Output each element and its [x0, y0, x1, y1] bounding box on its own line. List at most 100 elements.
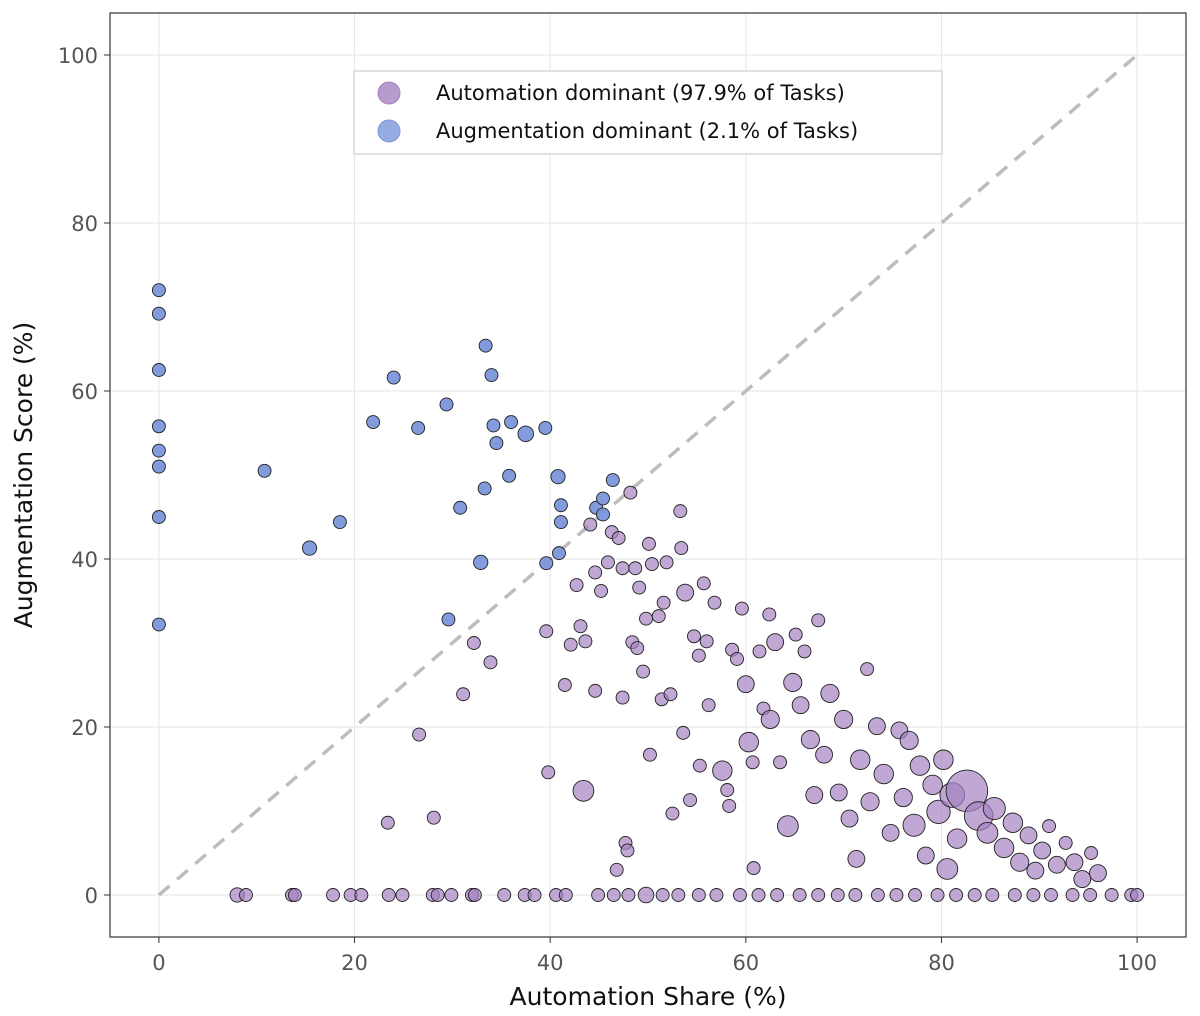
data-point	[600, 555, 615, 570]
data-point	[860, 792, 880, 812]
data-point	[777, 815, 799, 837]
y-tick-label: 60	[71, 380, 98, 404]
data-point	[732, 888, 747, 902]
data-point	[867, 717, 886, 736]
data-point	[873, 763, 894, 785]
data-point	[411, 421, 426, 435]
data-point	[936, 858, 959, 880]
data-point	[466, 636, 481, 650]
data-point	[663, 687, 678, 702]
data-point	[1130, 888, 1145, 902]
data-point	[477, 481, 492, 496]
plot-panel-border	[109, 12, 1187, 938]
data-point	[820, 683, 840, 703]
data-point	[699, 634, 714, 649]
data-point	[709, 888, 724, 902]
data-point	[736, 675, 755, 694]
data-point	[834, 709, 854, 729]
data-point	[606, 888, 621, 902]
data-point	[848, 888, 863, 902]
data-point	[151, 617, 166, 632]
data-point	[412, 727, 427, 742]
series-augmentation	[151, 283, 620, 632]
data-point	[712, 760, 733, 781]
data-point	[949, 888, 964, 902]
data-point	[489, 436, 504, 451]
data-point	[976, 821, 999, 844]
data-point	[591, 888, 606, 902]
data-point	[484, 368, 499, 382]
data-point	[502, 468, 517, 483]
x-tick-label: 20	[341, 951, 368, 975]
data-point	[1010, 852, 1030, 872]
legend-label-augmentation: Augmentation dominant (2.1% of Tasks)	[436, 119, 858, 143]
data-point	[639, 611, 653, 626]
y-tick-label: 80	[71, 212, 98, 236]
data-point	[151, 510, 166, 524]
data-point	[588, 683, 603, 698]
data-point	[1058, 835, 1073, 850]
legend-marker-automation	[377, 81, 401, 105]
data-point	[151, 419, 166, 434]
data-point	[811, 888, 826, 902]
data-point	[553, 498, 568, 513]
data-point	[676, 725, 691, 740]
data-point	[734, 601, 749, 616]
data-point	[326, 888, 340, 902]
data-point	[151, 363, 166, 377]
data-point	[615, 690, 630, 705]
data-point	[1073, 870, 1092, 888]
y-tick-label: 0	[85, 884, 98, 908]
data-point	[605, 473, 620, 487]
x-tick-label: 80	[928, 951, 955, 975]
data-point	[1044, 888, 1058, 902]
data-point	[751, 888, 766, 902]
data-point	[550, 469, 566, 485]
data-point	[762, 607, 777, 622]
data-point	[611, 531, 626, 545]
data-point	[655, 888, 670, 902]
data-point	[766, 633, 785, 652]
data-point	[926, 799, 951, 824]
data-point	[527, 888, 542, 902]
data-point	[539, 624, 554, 639]
legend-label-automation: Automation dominant (97.9% of Tasks)	[436, 81, 845, 105]
data-point	[830, 888, 845, 902]
data-point	[673, 504, 688, 519]
data-point	[287, 888, 302, 902]
data-point	[572, 779, 595, 802]
data-point	[916, 846, 935, 865]
data-point	[552, 546, 566, 561]
data-point	[301, 540, 318, 556]
data-point	[1089, 864, 1107, 883]
data-point	[840, 809, 859, 828]
data-point	[1019, 826, 1038, 845]
data-point	[651, 609, 666, 624]
data-point	[643, 747, 657, 762]
data-point	[257, 463, 272, 478]
data-point	[486, 418, 501, 433]
data-point	[930, 888, 945, 902]
data-point	[922, 774, 943, 796]
data-point	[1007, 888, 1022, 902]
data-point	[444, 888, 459, 902]
data-point	[366, 415, 381, 430]
data-point	[1104, 888, 1119, 902]
data-point	[985, 888, 1000, 902]
data-point	[553, 515, 568, 529]
data-point	[615, 561, 630, 576]
data-point	[497, 888, 512, 902]
data-point	[797, 644, 812, 659]
data-point	[151, 459, 166, 474]
data-point	[380, 815, 395, 830]
data-point	[151, 306, 166, 321]
data-point	[332, 515, 347, 529]
data-point	[1026, 888, 1041, 902]
data-point	[583, 517, 598, 532]
data-point	[504, 415, 519, 430]
data-point	[151, 283, 166, 298]
data-point	[473, 554, 489, 570]
data-points	[151, 283, 1145, 904]
data-point	[1084, 846, 1099, 860]
